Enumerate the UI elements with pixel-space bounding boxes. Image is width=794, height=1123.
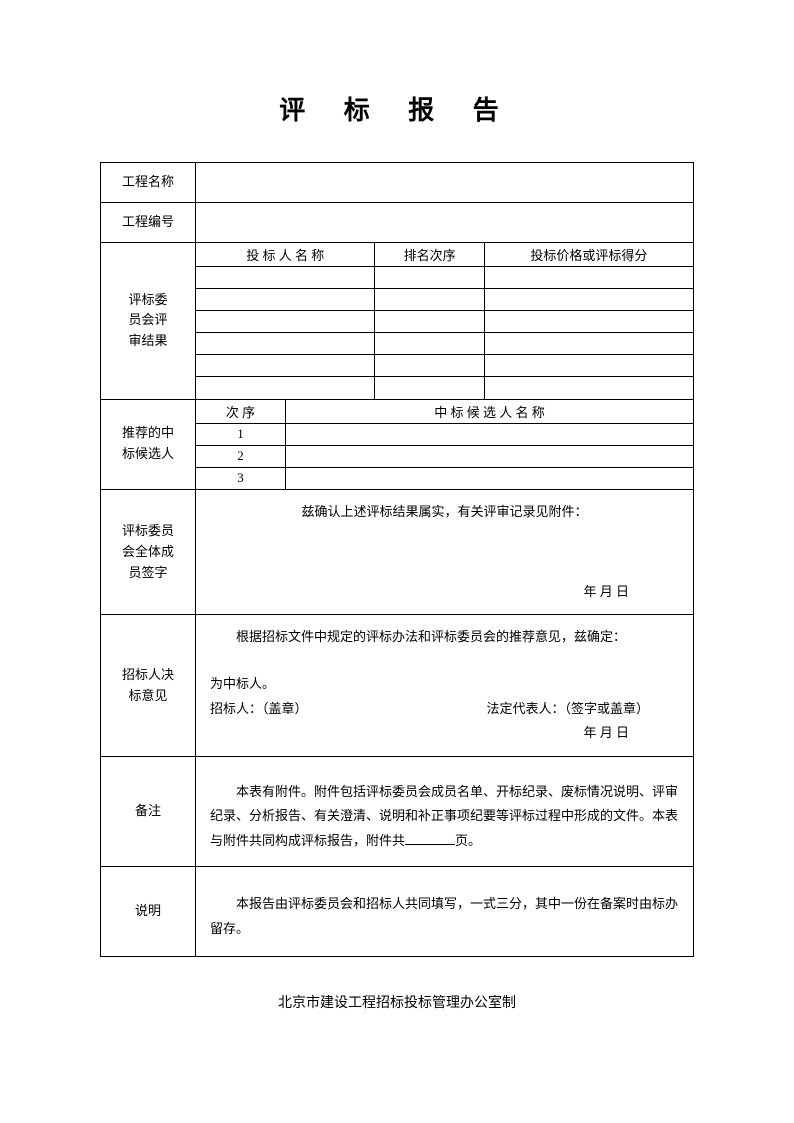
result-cell[interactable] (484, 267, 693, 289)
result-cell[interactable] (375, 377, 484, 399)
result-cell[interactable] (375, 267, 484, 289)
notes-content: 本报告由评标委员会和招标人共同填写，一式三分，其中一份在备案时由标办留存。 (196, 867, 694, 957)
footer-text: 北京市建设工程招标投标管理办公室制 (100, 992, 694, 1012)
result-cell[interactable] (196, 311, 375, 333)
date-line2: 年 月 日 (210, 721, 679, 746)
result-cell[interactable] (484, 333, 693, 355)
result-cell[interactable] (484, 289, 693, 311)
candidate-cell[interactable] (285, 423, 693, 445)
header-rank: 排名次序 (375, 243, 484, 267)
result-cell[interactable] (375, 311, 484, 333)
label-committee-sig: 评标委员 会全体成 员签字 (101, 490, 196, 615)
result-cell[interactable] (196, 333, 375, 355)
header-candidate-name: 中 标 候 选 人 名 称 (285, 400, 693, 424)
result-cell[interactable] (196, 289, 375, 311)
order-2: 2 (196, 445, 285, 467)
remarks-text2: 页。 (455, 833, 481, 848)
header-bidder-name: 投 标 人 名 称 (196, 243, 375, 267)
result-cell[interactable] (484, 311, 693, 333)
result-cell[interactable] (375, 333, 484, 355)
remarks-content: 本表有附件。附件包括评标委员会成员名单、开标纪录、废标情况说明、评审纪录、分析报… (196, 757, 694, 867)
bidder-sign: 招标人：（盖章） (210, 697, 308, 722)
result-cell[interactable] (375, 289, 484, 311)
order-3: 3 (196, 467, 285, 489)
result-cell[interactable] (196, 267, 375, 289)
result-cell[interactable] (484, 377, 693, 399)
candidate-cell[interactable] (285, 467, 693, 489)
review-result-table: 投 标 人 名 称 排名次序 投标价格或评标得分 (196, 243, 693, 399)
order-1: 1 (196, 423, 285, 445)
remarks-text1: 本表有附件。附件包括评标委员会成员名单、开标纪录、废标情况说明、评审纪录、分析报… (210, 784, 678, 848)
label-review-result: 评标委 员会评 审结果 (101, 243, 196, 400)
page-count-blank[interactable] (405, 844, 455, 845)
label-decision: 招标人决 标意见 (101, 615, 196, 757)
result-cell[interactable] (484, 355, 693, 377)
label-remarks: 备注 (101, 757, 196, 867)
header-price-score: 投标价格或评标得分 (484, 243, 693, 267)
page-title: 评 标 报 告 (100, 90, 694, 127)
result-cell[interactable] (196, 355, 375, 377)
candidate-cell[interactable] (285, 445, 693, 467)
committee-sig-content[interactable]: 兹确认上述评标结果属实，有关评审记录见附件： 年 月 日 (196, 490, 694, 615)
legal-rep: 法定代表人：（签字或盖章） (486, 697, 649, 722)
candidate-table: 次 序 中 标 候 选 人 名 称 1 2 3 (196, 400, 693, 490)
result-cell[interactable] (196, 377, 375, 399)
decision-content[interactable]: 根据招标文件中规定的评标办法和评标委员会的推荐意见，兹确定： 为中标人。 招标人… (196, 615, 694, 757)
decision-text2: 为中标人。 (210, 672, 679, 697)
field-project-name[interactable] (196, 163, 694, 203)
decision-text1: 根据招标文件中规定的评标办法和评标委员会的推荐意见，兹确定： (210, 625, 679, 650)
label-notes: 说明 (101, 867, 196, 957)
field-project-number[interactable] (196, 203, 694, 243)
confirm-text: 兹确认上述评标结果属实，有关评审记录见附件： (210, 500, 679, 525)
label-project-number: 工程编号 (101, 203, 196, 243)
label-recommended: 推荐的中 标候选人 (101, 399, 196, 490)
result-cell[interactable] (375, 355, 484, 377)
header-order: 次 序 (196, 400, 285, 424)
date-line: 年 月 日 (210, 580, 679, 605)
main-form-table: 工程名称 工程编号 评标委 员会评 审结果 投 标 人 名 称 排名次序 投标价… (100, 162, 694, 957)
label-project-name: 工程名称 (101, 163, 196, 203)
